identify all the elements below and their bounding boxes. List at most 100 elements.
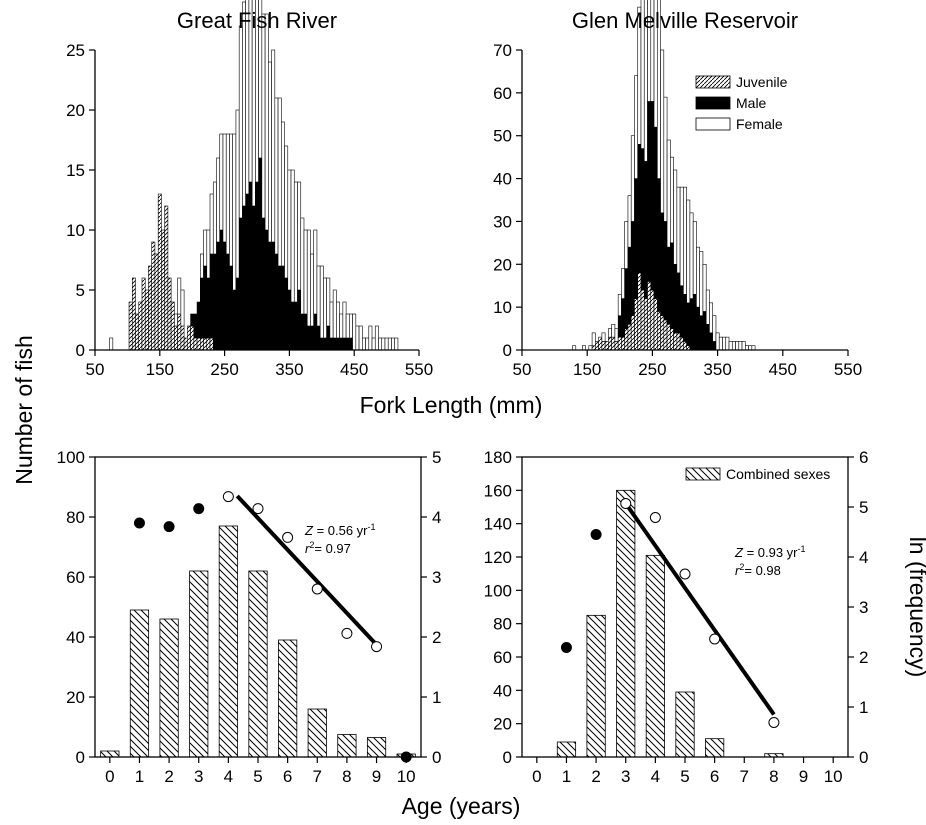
age-gmr-x-tick-label: 2: [591, 767, 600, 786]
glen-melville-bar-juvenile: [595, 341, 599, 351]
age-gmr-y-tick-label: 140: [484, 515, 512, 534]
glen-melville-bar-female: [715, 332, 720, 351]
age-gmr-y2-tick-label: 2: [859, 648, 868, 667]
glen-melville-bar-male: [686, 302, 691, 347]
glen-melville-bar-female: [614, 328, 619, 342]
shared-y-axis-label: Number of fish: [11, 335, 37, 485]
age-gfr-y-tick-label: 100: [57, 448, 85, 467]
great-fish-bar-male: [264, 229, 269, 351]
age-gmr-x-tick-label: 3: [621, 767, 630, 786]
age-gfr-point-included: [252, 503, 264, 515]
great-fish-y-tick-label: 5: [76, 281, 85, 300]
great-fish-bar-female: [323, 277, 327, 339]
legend-swatch-male: [695, 96, 731, 110]
glen-melville-bar-male: [634, 178, 639, 299]
glen-melville-bar-male: [653, 126, 658, 299]
glen-melville-bar-male: [712, 341, 717, 351]
great-fish-bar-female: [387, 337, 392, 351]
legend-swatch-female: [695, 117, 731, 131]
glen-melville-bar-female: [630, 135, 635, 222]
glen-melville-bar-female: [660, 49, 665, 214]
glen-melville-bar-female: [699, 251, 704, 317]
great-fish-bar-male: [200, 277, 204, 339]
glen-melville-bar-juvenile: [660, 315, 665, 351]
glen-melville-bar-male: [673, 263, 678, 334]
age-gfr-y2-tick-label: 2: [432, 628, 441, 647]
great-fish-bar-male: [339, 337, 344, 351]
great-fish-bar-male: [316, 325, 321, 351]
great-fish-bar-female: [238, 25, 243, 219]
bottom-x-axis-label: Age (years): [402, 793, 521, 819]
great-fish-bar-male: [277, 265, 282, 351]
great-fish-bar-juvenile: [148, 265, 153, 351]
glen-melville-bar-juvenile: [598, 336, 603, 351]
great-fish-bar-female: [280, 121, 285, 267]
glen-melville-bar-female: [705, 289, 710, 325]
glen-melville-bar-female: [663, 96, 668, 222]
great-fish-bar-male: [245, 193, 250, 351]
age-gmr-y-tick-label: 120: [484, 548, 512, 567]
glen-melville-bar-female: [666, 139, 671, 248]
great-fish-bar-juvenile: [196, 337, 201, 351]
great-fish-bar-female: [332, 289, 337, 339]
great-fish-bar-male: [209, 253, 214, 339]
age-gmr-y2-tick-label: 5: [859, 498, 868, 517]
great-fish-bar-juvenile: [183, 337, 188, 351]
great-fish-bar-female: [209, 193, 214, 255]
great-fish-bar-female: [284, 145, 289, 279]
glen-melville-bar-male: [643, 161, 648, 299]
age-gmr-y-tick-label: 0: [503, 748, 512, 767]
great-fish-bar-female: [336, 301, 340, 339]
age-gfr-r2-annotation: r2= 0.97: [305, 540, 351, 556]
great-fish-bar-male: [203, 265, 208, 339]
glen-melville-bar-female: [634, 75, 639, 179]
great-fish-bar-female: [180, 289, 185, 327]
glen-melville-bar-juvenile: [663, 319, 668, 351]
glen-melville-bar-female: [591, 332, 596, 347]
age-gfr-x-tick-label: 2: [164, 767, 173, 786]
glen-melville-bar-juvenile: [608, 336, 612, 351]
great-fish-bar-male: [306, 325, 311, 351]
great-fish-bar-female: [293, 181, 298, 303]
great-fish-bar-juvenile: [170, 301, 175, 351]
age-gfr-bar: [366, 737, 387, 758]
glen-melville-bar-female: [683, 186, 687, 295]
age-gfr-bar: [129, 609, 150, 758]
glen-melville-bar-juvenile: [617, 336, 622, 351]
great-fish-bar-male: [212, 253, 217, 351]
great-fish-bar-juvenile: [209, 337, 214, 351]
glen-melville-bar-female: [647, 0, 652, 102]
great-fish-bar-female: [391, 337, 395, 351]
great-fish-bar-female: [381, 337, 386, 351]
glen-melville-bar-female: [621, 268, 625, 299]
great-fish-bar-male: [274, 253, 279, 351]
age-gmr-bar: [705, 738, 725, 758]
glen-melville-bar-juvenile: [601, 341, 606, 351]
age-gfr-y2-tick-label: 5: [432, 448, 441, 467]
great-fish-bar-male: [323, 337, 327, 351]
age-gmr-y2-tick-label: 1: [859, 698, 868, 717]
glen-melville-bar-female: [718, 336, 723, 351]
great-fish-bar-male: [206, 277, 211, 339]
glen-melville-y-tick-label: 60: [493, 84, 512, 103]
great-fish-bar-male: [293, 301, 298, 351]
great-fish-bar-juvenile: [190, 325, 195, 351]
glen-melville-bar-female: [673, 169, 678, 265]
glen-melville-bar-female: [712, 315, 717, 342]
glen-melville-y-tick-label: 10: [493, 298, 512, 317]
glen-melville-bar-juvenile: [640, 289, 645, 351]
great-fish-bar-male: [297, 289, 302, 351]
great-fish-x-tick-label: 450: [340, 360, 368, 379]
great-fish-bar-male: [258, 157, 263, 351]
great-fish-bar-female: [355, 325, 360, 351]
great-fish-bar-male: [196, 301, 201, 339]
glen-melville-bar-male: [670, 242, 674, 329]
great-fish-bar-female: [342, 301, 347, 339]
glen-melville-bar-female: [725, 336, 730, 351]
age-gmr-x-tick-label: 9: [799, 767, 808, 786]
glen-melville-bar-female: [709, 302, 714, 334]
glen-melville-bar-female: [670, 156, 674, 244]
age-gmr-x-tick-label: 6: [710, 767, 719, 786]
great-fish-x-tick-label: 50: [86, 360, 105, 379]
